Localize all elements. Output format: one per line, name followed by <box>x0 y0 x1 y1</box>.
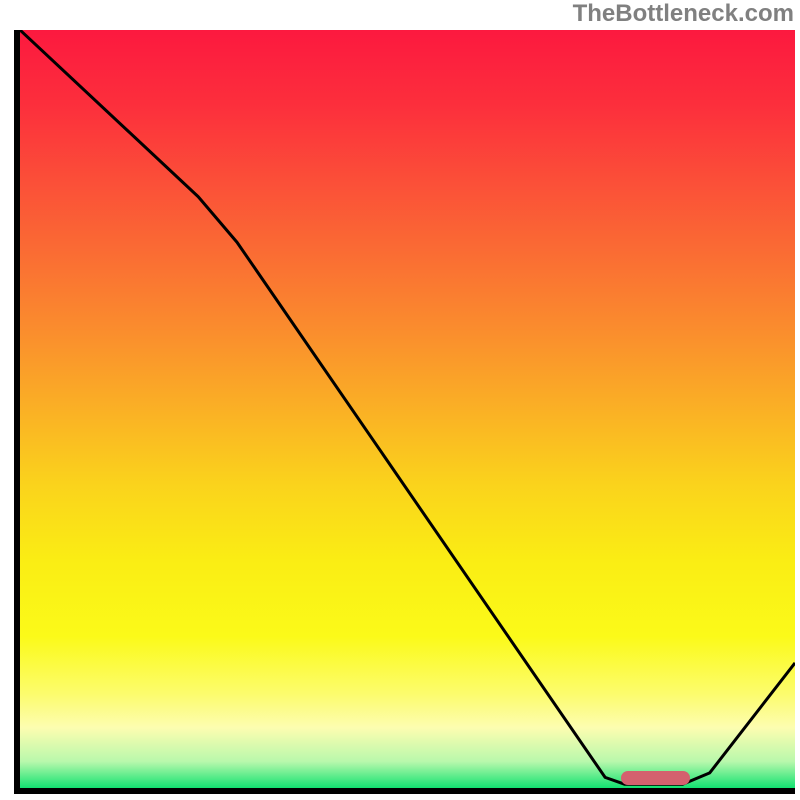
bottleneck-chart: TheBottleneck.com <box>0 0 800 800</box>
axes-layer <box>0 0 800 800</box>
